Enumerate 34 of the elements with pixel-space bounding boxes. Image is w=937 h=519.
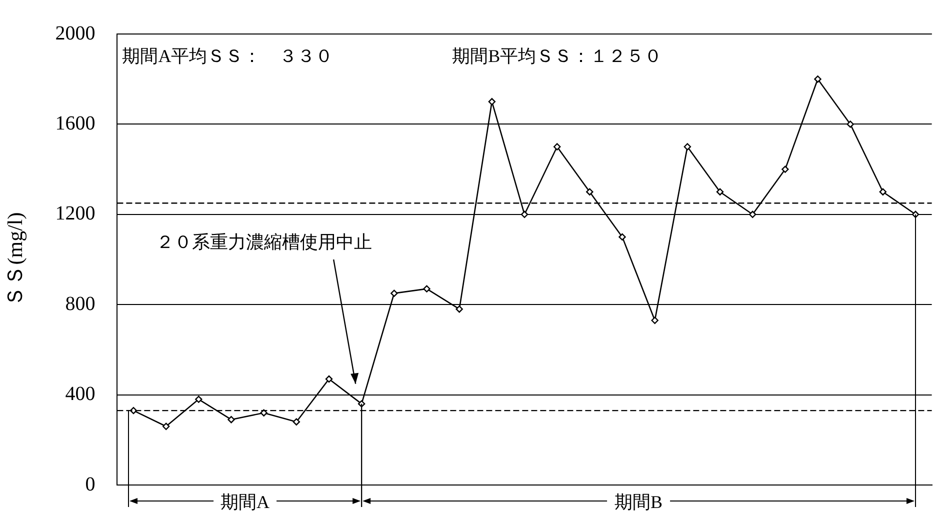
- point: [651, 316, 658, 324]
- point: [814, 76, 822, 83]
- point: [456, 306, 463, 313]
- point: [162, 422, 170, 430]
- y-tick-label: 400: [65, 383, 96, 406]
- point: [618, 233, 626, 241]
- y-tick-label: 800: [65, 292, 96, 315]
- annotation: ２０系重力濃縮槽使用中止: [156, 232, 372, 252]
- point: [846, 120, 854, 128]
- point: [684, 143, 692, 150]
- point: [228, 416, 235, 424]
- annotation: 期間B平均ＳＳ：１２５０: [452, 46, 662, 66]
- y-tick-label: 1200: [55, 202, 96, 225]
- point: [748, 210, 756, 218]
- point: [390, 290, 398, 297]
- annotation: 期間A平均ＳＳ： ３３０: [122, 46, 334, 66]
- point: [292, 418, 300, 426]
- point: [195, 396, 202, 403]
- point: [586, 188, 594, 196]
- point: [488, 98, 496, 106]
- y-axis-title: ＳＳ(mg/l): [3, 212, 28, 307]
- point: [553, 143, 561, 150]
- point: [879, 188, 887, 196]
- point: [782, 166, 789, 173]
- point: [325, 375, 333, 383]
- text: 期間A: [220, 492, 270, 512]
- point: [260, 409, 268, 416]
- point: [716, 188, 724, 196]
- y-tick-label: 2000: [55, 22, 96, 44]
- y-tick-label: 1600: [55, 112, 96, 134]
- point: [520, 210, 528, 218]
- y-tick-label: 0: [85, 473, 96, 496]
- point: [423, 285, 430, 292]
- text: 期間B: [614, 492, 663, 512]
